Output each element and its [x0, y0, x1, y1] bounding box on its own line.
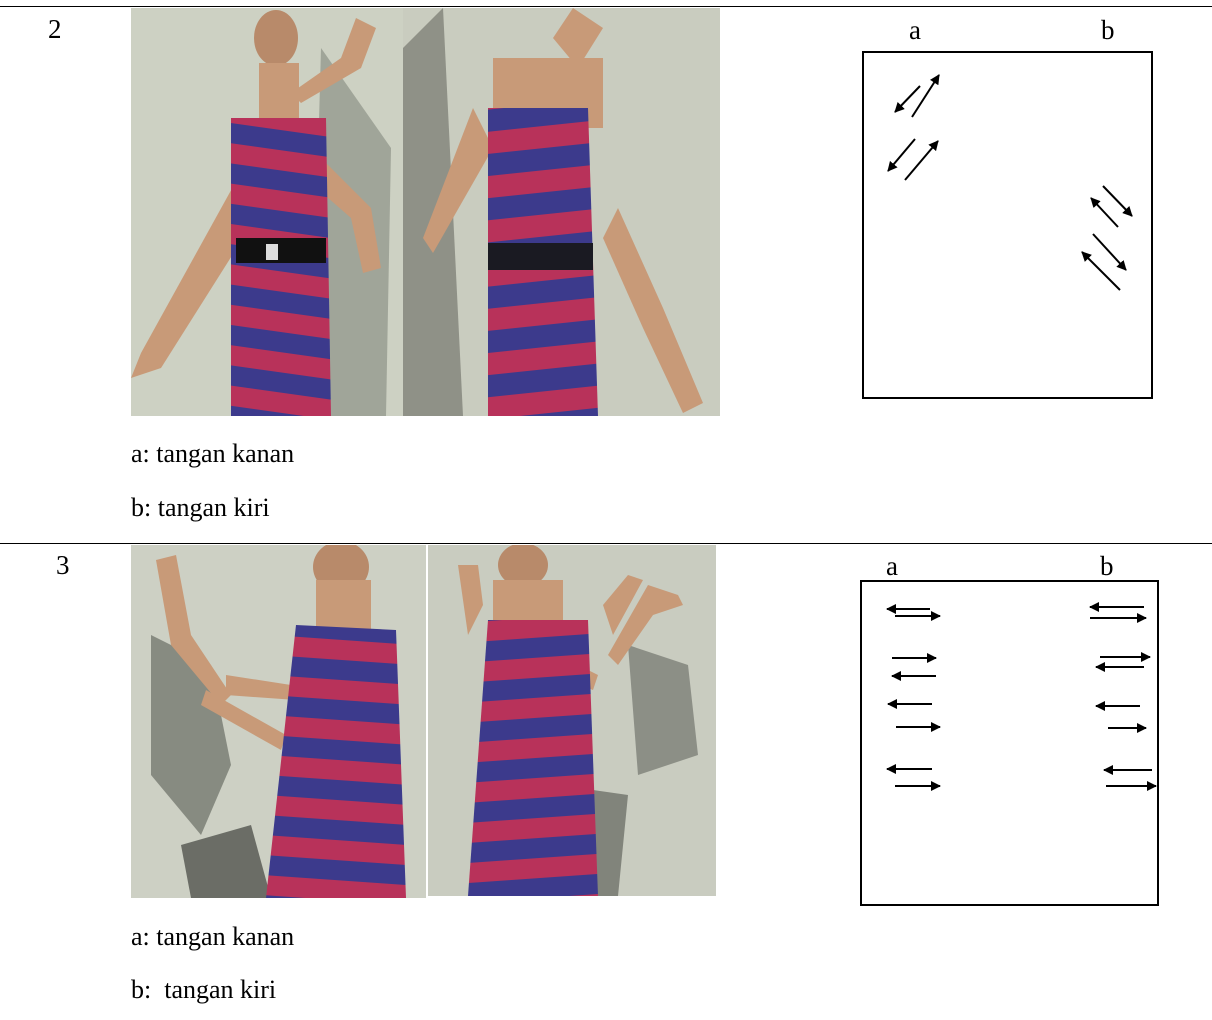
arrow-icon — [1102, 185, 1133, 217]
diagram-label-b: b — [1100, 551, 1114, 581]
diagram-label-b: b — [1101, 15, 1115, 45]
dance-photo-row3-side — [428, 545, 716, 896]
caption-right-hand: a: tangan kanan — [131, 439, 295, 468]
diagram-frame — [862, 51, 1153, 399]
dance-photo-row2-side — [403, 8, 720, 416]
diagram-label-a: a — [886, 551, 898, 581]
table-top-rule — [0, 6, 1212, 7]
row-divider-rule — [0, 543, 1212, 544]
arrow-icon — [904, 140, 939, 181]
caption-right-hand: a: tangan kanan — [131, 922, 295, 951]
diagram-frame — [860, 580, 1159, 906]
arrow-icon — [911, 74, 940, 118]
arrow-icon — [1081, 251, 1121, 291]
row-number: 3 — [56, 550, 70, 580]
caption-left-hand: b: tangan kiri — [131, 975, 277, 1004]
arrow-icon — [1090, 197, 1119, 228]
diagram-label-a: a — [909, 15, 921, 45]
arrow-icon — [887, 138, 916, 172]
row-number: 2 — [48, 14, 62, 44]
dance-photo-row3-front — [131, 545, 426, 898]
dance-photo-row2-front — [131, 8, 403, 416]
arrow-icon — [894, 85, 921, 113]
caption-left-hand: b: tangan kiri — [131, 493, 270, 522]
arrow-icon — [1092, 233, 1127, 271]
